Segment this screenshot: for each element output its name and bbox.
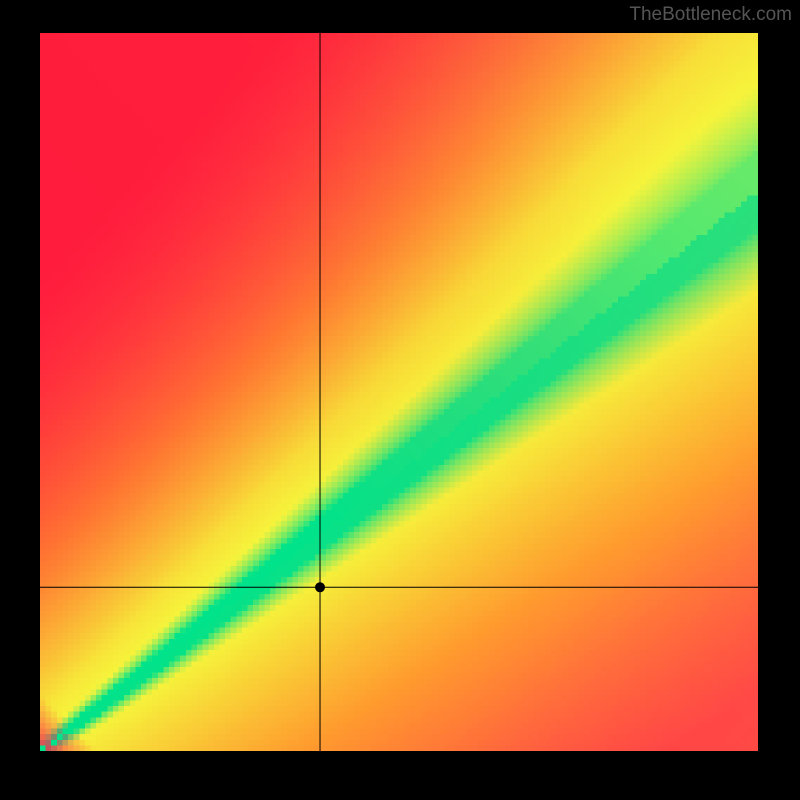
crosshair-point <box>315 582 325 592</box>
crosshair-overlay <box>40 33 758 751</box>
chart-container: { "watermark": { "text": "TheBottleneck.… <box>0 0 800 800</box>
watermark-label: TheBottleneck.com <box>621 0 800 30</box>
